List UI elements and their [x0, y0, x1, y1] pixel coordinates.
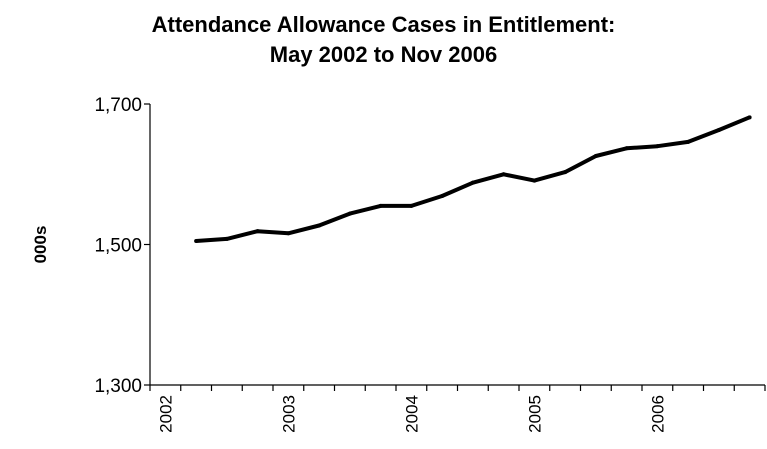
data-point: [378, 203, 383, 208]
data-point: [686, 139, 691, 144]
data-point: [624, 146, 629, 151]
data-point: [470, 180, 475, 185]
chart-title-line-1: Attendance Allowance Cases in Entitlemen…: [151, 12, 616, 37]
x-tick-label: 2004: [402, 395, 421, 433]
data-point: [347, 211, 352, 216]
chart-title-line-2: May 2002 to Nov 2006: [269, 42, 498, 67]
data-point: [593, 153, 598, 158]
data-point: [532, 178, 537, 183]
data-point: [501, 172, 506, 177]
x-tick-label: 2005: [525, 395, 544, 433]
data-point: [286, 231, 291, 236]
y-axis-label: 000s: [31, 226, 50, 264]
data-point: [655, 144, 660, 149]
y-tick-label: 1,500: [94, 236, 142, 257]
y-tick-label: 1,300: [94, 376, 142, 397]
data-point: [194, 238, 199, 243]
data-point: [409, 203, 414, 208]
x-tick-label: 2002: [156, 395, 175, 433]
data-point: [563, 170, 568, 175]
data-point: [716, 127, 721, 132]
data-point: [747, 115, 752, 120]
data-point: [255, 229, 260, 234]
x-tick-label: 2003: [279, 395, 298, 433]
data-point: [224, 236, 229, 241]
data-point: [317, 223, 322, 228]
data-point: [440, 194, 445, 199]
x-tick-label: 2006: [648, 395, 667, 433]
series-line: [195, 115, 751, 243]
y-tick-label: 1,700: [94, 95, 142, 116]
